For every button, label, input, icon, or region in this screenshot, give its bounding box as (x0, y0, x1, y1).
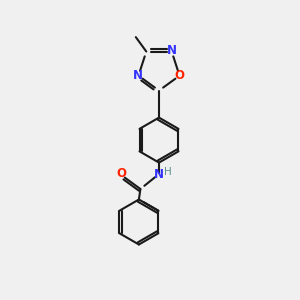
Text: H: H (164, 167, 172, 177)
Text: N: N (154, 167, 164, 181)
Text: O: O (175, 69, 185, 82)
Text: N: N (167, 44, 177, 57)
Text: N: N (133, 69, 143, 82)
Text: O: O (116, 167, 126, 180)
